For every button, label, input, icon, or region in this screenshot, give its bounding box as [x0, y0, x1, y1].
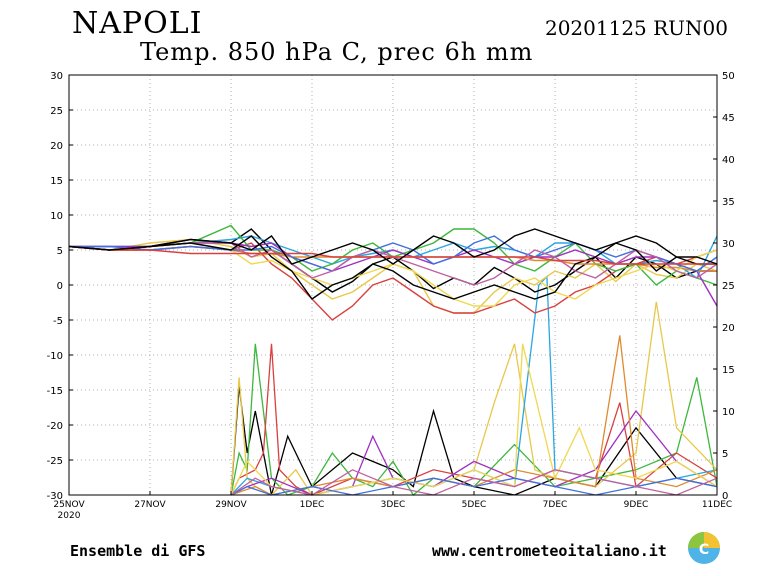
precip-line-4: [230, 275, 718, 496]
plot-frame: [68, 74, 718, 496]
x-tick-label: 9DEC: [624, 500, 649, 510]
precip-line-2: [230, 343, 718, 496]
x-tick-label: 3DEC: [381, 500, 406, 510]
svg-text:C: C: [699, 542, 709, 558]
left-tick-label: 15: [50, 176, 63, 187]
right-tick-label: 15: [722, 365, 735, 376]
precip-line-1: [230, 343, 718, 496]
x-tick-label: 5DEC: [462, 500, 487, 510]
x-tick-label: 27NOV: [134, 500, 166, 510]
right-tick-label: 35: [722, 197, 735, 208]
x-tick-label: 25NOV: [53, 500, 85, 510]
temp-line-8: [69, 235, 718, 272]
temperature-series-group: [68, 224, 718, 321]
right-tick-label: 25: [722, 281, 735, 292]
left-tick-label: 5: [57, 246, 63, 257]
left-tick-label: 10: [50, 211, 63, 222]
temp-line-12: [68, 228, 718, 265]
website-label[interactable]: www.centrometeoitaliano.it: [432, 542, 667, 560]
temp-line-9: [68, 242, 718, 286]
temp-line-2: [69, 235, 718, 280]
left-tick-label: -30: [47, 491, 63, 502]
left-tick-label: -5: [53, 316, 63, 327]
temp-line-0: [68, 228, 717, 293]
left-tick-label: -10: [47, 351, 63, 362]
left-tick-label: 30: [50, 71, 63, 82]
right-tick-label: 10: [722, 407, 735, 418]
left-tick-label: 0: [57, 281, 63, 292]
precip-line-6: [230, 335, 718, 496]
right-tick-label: 0: [722, 491, 728, 502]
left-tick-label: -15: [47, 386, 63, 397]
brand-logo-icon: C: [688, 532, 720, 564]
precip-line-9: [230, 469, 718, 496]
x-tick-label: 29NOV: [215, 500, 247, 510]
precip-line-3: [230, 301, 718, 496]
precip-line-0: [230, 385, 718, 496]
axes-labels: 302520151050-5-10-15-20-25-3050454035302…: [47, 71, 735, 521]
right-tick-label: 45: [722, 113, 735, 124]
temp-line-7: [68, 242, 718, 307]
left-tick-label: 25: [50, 106, 63, 117]
left-tick-label: -20: [47, 421, 63, 432]
left-tick-label: 20: [50, 141, 63, 152]
x-tick-label: 7DEC: [543, 500, 568, 510]
left-tick-label: -25: [47, 456, 63, 467]
right-tick-label: 40: [722, 155, 735, 166]
grid: [69, 75, 717, 495]
temp-line-5: [69, 242, 718, 307]
run-label: 20201125 RUN00: [544, 16, 728, 40]
precip-line-8: [230, 477, 718, 496]
temp-line-4: [68, 224, 718, 286]
x-tick-label: 1DEC: [300, 500, 325, 510]
temp-line-10: [68, 235, 717, 300]
right-tick-label: 50: [722, 71, 735, 82]
temp-line-1: [68, 238, 718, 314]
temp-line-11: [68, 245, 717, 265]
x-tick-label: 11DEC: [702, 500, 732, 510]
x-tick-sublabel: 2020: [58, 511, 81, 521]
model-label: Ensemble di GFS: [70, 542, 206, 560]
right-tick-label: 5: [722, 449, 728, 460]
right-tick-label: 20: [722, 323, 735, 334]
right-tick-label: 30: [722, 239, 735, 250]
precip-series-group: [230, 275, 718, 496]
precip-line-7: [230, 343, 718, 496]
city-title: NAPOLI: [72, 6, 203, 41]
temp-line-6: [68, 245, 717, 272]
temp-line-3: [68, 242, 718, 321]
chart-title: Temp. 850 hPa C, prec 6h mm: [140, 38, 534, 66]
precip-line-5: [230, 409, 718, 496]
